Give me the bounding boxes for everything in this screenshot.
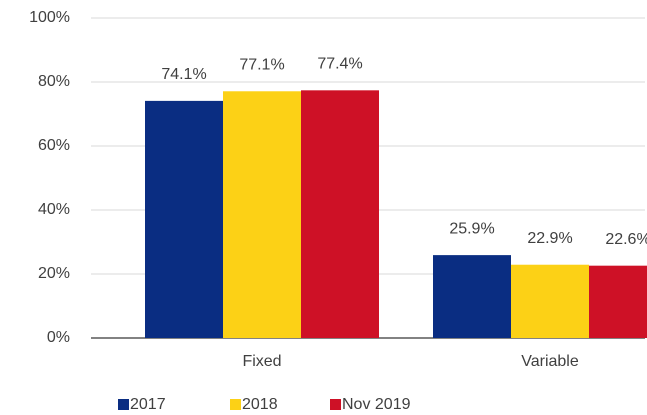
legend-swatch: [230, 399, 241, 410]
legend-swatch: [118, 399, 129, 410]
bar: [301, 90, 379, 338]
y-tick-label: 60%: [38, 137, 70, 154]
x-tick-label: Variable: [521, 353, 579, 370]
value-label: 77.4%: [317, 56, 362, 73]
bar: [511, 264, 589, 338]
y-tick-label: 80%: [38, 73, 70, 90]
legend-label: 2017: [130, 396, 166, 413]
y-tick-label: 100%: [29, 9, 70, 26]
value-label: 22.9%: [527, 230, 572, 247]
value-label: 77.1%: [239, 56, 284, 73]
y-tick-label: 0%: [47, 329, 70, 346]
legend-swatch: [330, 399, 341, 410]
y-tick-label: 20%: [38, 265, 70, 282]
x-tick-label: Fixed: [242, 353, 281, 370]
value-label: 22.6%: [605, 231, 647, 248]
bar: [433, 255, 511, 338]
y-tick-label: 40%: [38, 201, 70, 218]
legend-label: 2018: [242, 396, 278, 413]
value-label: 74.1%: [161, 66, 206, 83]
legend-label: Nov 2019: [342, 396, 411, 413]
value-label: 25.9%: [449, 220, 494, 237]
bar: [145, 100, 223, 338]
bar: [223, 91, 301, 338]
bar: [589, 265, 647, 338]
